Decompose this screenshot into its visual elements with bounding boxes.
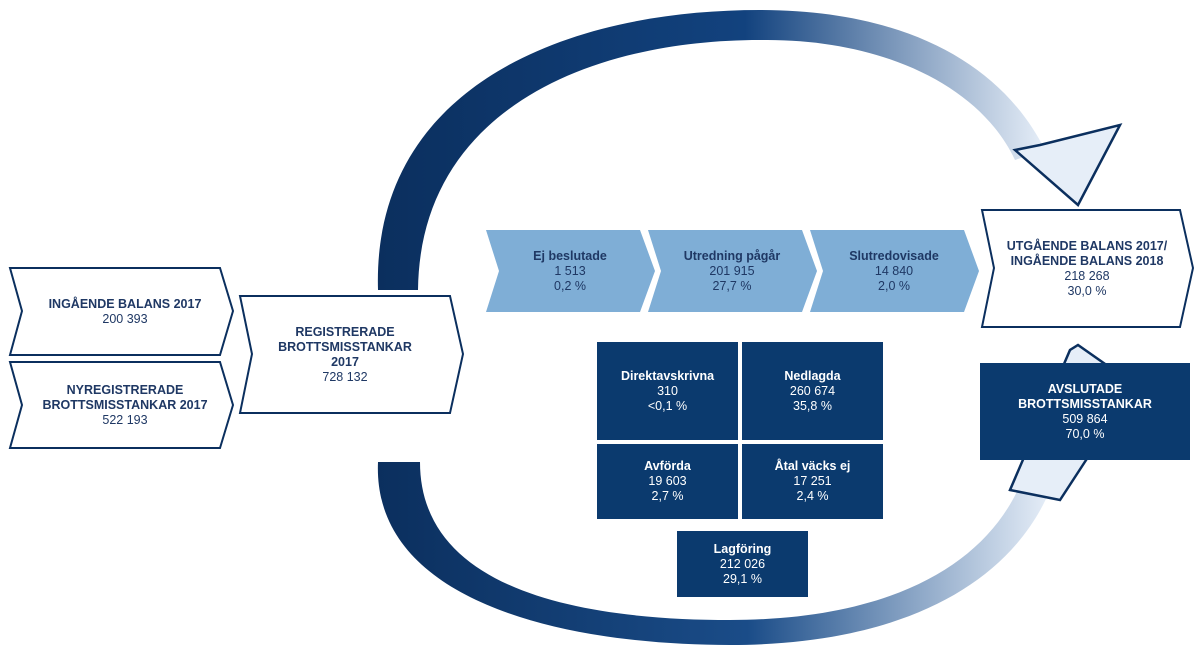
value: 310 [657,383,678,398]
value: 728 132 [322,369,368,384]
title: UTGÅENDE BALANS 2017/ INGÅENDE BALANS 20… [1006,238,1168,268]
value: 19 603 [648,474,687,488]
value: 14 840 [874,263,914,278]
closed-total-box [980,363,1190,460]
title: Avförda [644,459,691,473]
pending-label: Slutredovisade 14 840 2,0 % [824,230,964,312]
closed-label: Lagföring 212 026 29,1 % [677,531,808,597]
pending-label: Utredning pågår 201 915 27,7 % [662,230,802,312]
closed-box [597,444,738,519]
share: 27,7 % [712,278,752,293]
input-label: NYREGISTRERADE BROTTSMISSTANKAR 2017 522 … [30,362,220,448]
registered-label: REGISTRERADE BROTTSMISSTANKAR 2017 728 13… [270,296,420,413]
title: Ej beslutade [533,248,607,263]
registered-chevron [238,295,465,414]
pending-chevron [648,230,817,312]
share: 30,0 % [1067,283,1107,298]
closed-total-label: AVSLUTADE BROTTSMISSTANKAR 509 864 70,0 % [990,363,1180,460]
title: Direktavskrivna [620,368,715,383]
share: 70,0 % [1065,426,1105,441]
value: 200 393 [102,311,148,326]
input-chevron [8,361,235,449]
closed-label: Direktavskrivna 310 <0,1 % [597,342,738,440]
closed-label: Åtal väcks ej 17 251 2,4 % [742,444,883,519]
closed-box [677,531,808,597]
title: Utredning pågår [683,248,781,263]
title: Lagföring [713,541,772,556]
title: Åtal väcks ej [774,459,851,473]
value: 218 268 [1064,268,1110,283]
outgoing-label: UTGÅENDE BALANS 2017/ INGÅENDE BALANS 20… [996,210,1178,327]
value: 260 674 [789,383,836,398]
title: REGISTRERADE BROTTSMISSTANKAR 2017 [278,324,412,369]
closed-box [597,342,738,440]
closed-label: Nedlagda 260 674 35,8 % [742,342,883,440]
value: 212 026 [719,556,766,571]
share: 29,1 % [723,571,762,586]
pending-label: Ej beslutade 1 513 0,2 % [500,230,640,312]
share: 2,4 % [796,489,829,503]
share: 2,7 % [651,489,684,503]
bottom-arc [377,462,1051,645]
closed-label: Avförda 19 603 2,7 % [597,444,738,519]
share: <0,1 % [647,398,688,413]
value: 1 513 [554,263,586,278]
share: 2,0 % [878,278,910,293]
title: NYREGISTRERADE BROTTSMISSTANKAR 2017 [42,382,208,412]
top-arrowhead [1012,123,1123,207]
title: Slutredovisade [849,248,939,263]
closed-box [742,342,883,440]
input-label: INGÅENDE BALANS 2017 200 393 [30,268,220,355]
title: INGÅENDE BALANS 2017 [48,296,202,311]
outgoing-chevron [980,209,1195,328]
share: 35,8 % [793,398,832,413]
value: 201 915 [709,263,755,278]
value: 509 864 [1062,411,1108,426]
top-arc [377,10,1046,290]
pending-chevron [486,230,655,312]
title: Nedlagda [784,368,841,383]
title: AVSLUTADE BROTTSMISSTANKAR [1018,381,1152,411]
pending-chevron [810,230,979,312]
input-chevron [8,267,235,356]
share: 0,2 % [554,278,586,293]
value: 17 251 [793,474,832,488]
value: 522 193 [102,412,148,427]
closed-box [742,444,883,519]
